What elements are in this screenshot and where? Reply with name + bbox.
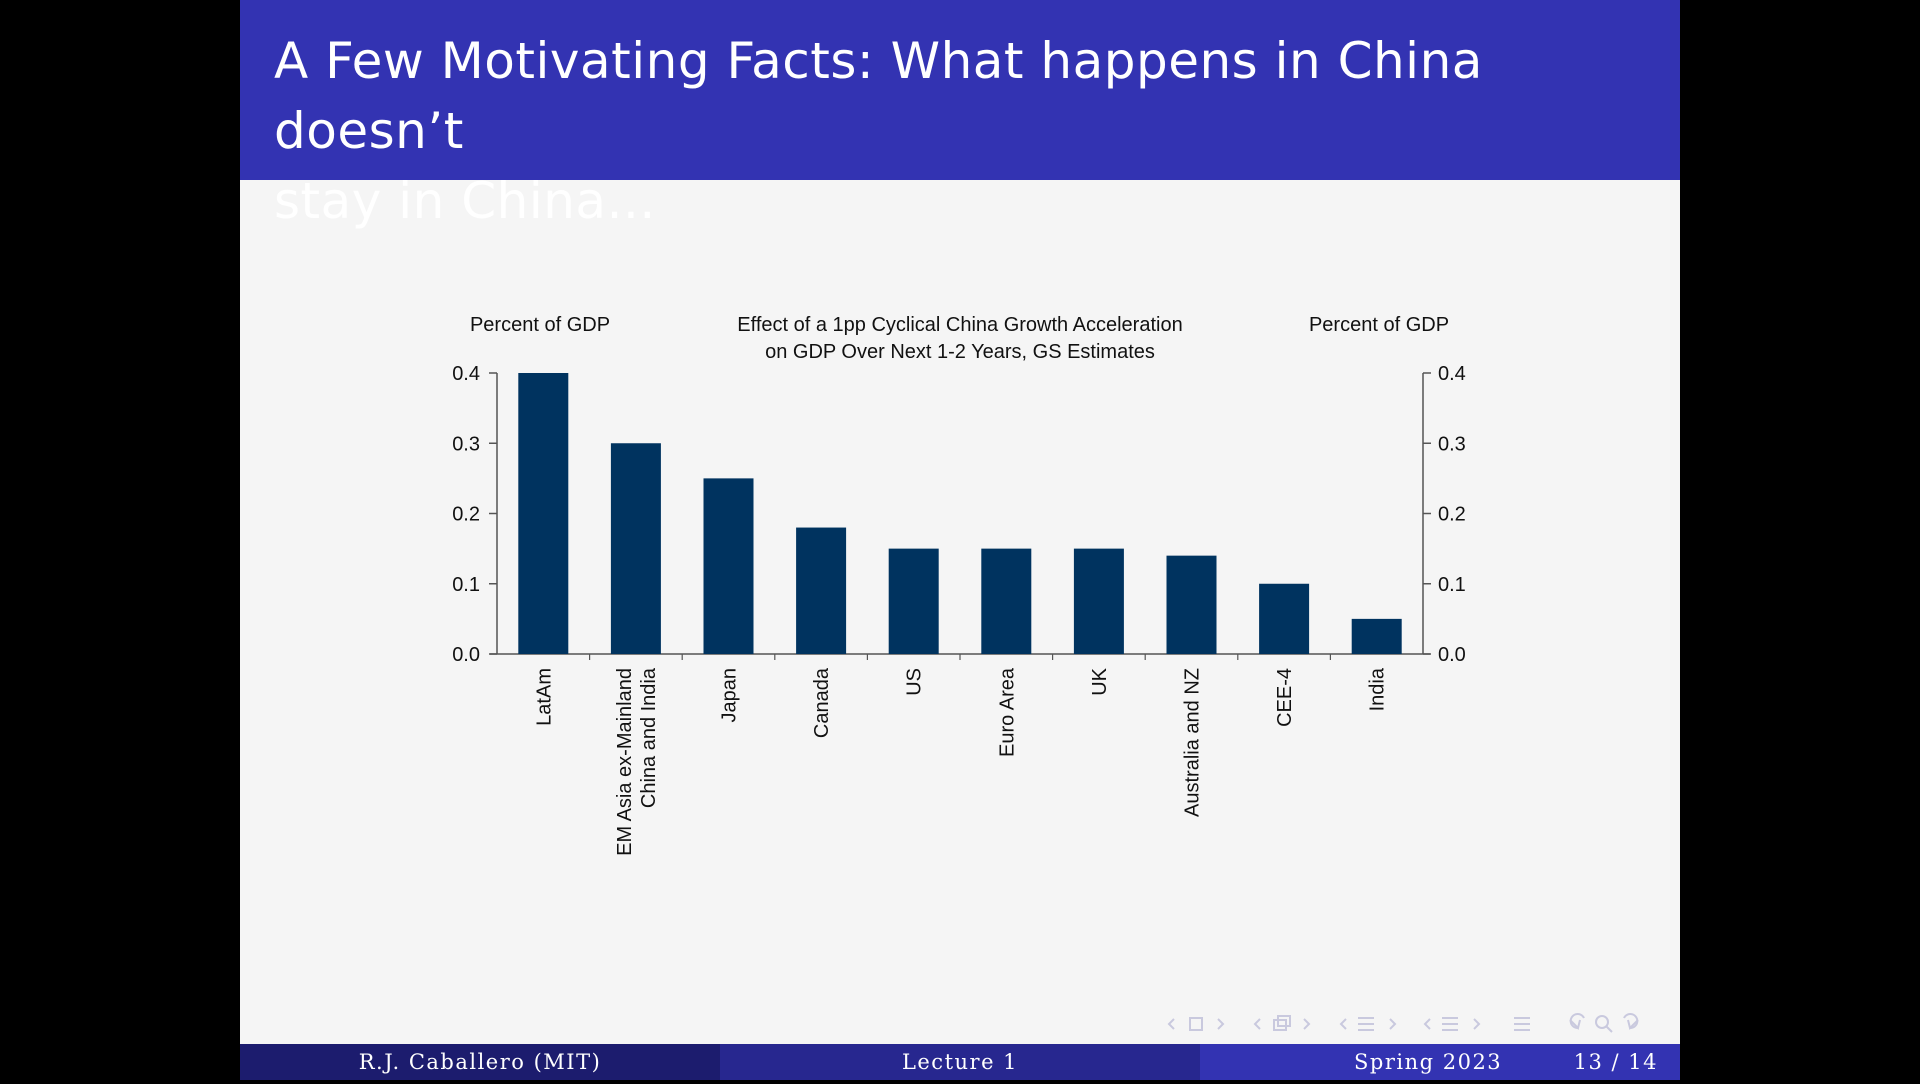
footer-lecture: Lecture 1 (720, 1044, 1200, 1080)
category-label-text: US (904, 668, 926, 696)
y-tick-label-right: 0.4 (1438, 363, 1466, 385)
category-label-text: Japan (719, 668, 741, 723)
bar-6 (981, 548, 1032, 654)
category-label-6: Euro Area (996, 667, 1018, 757)
category-label-text: EM Asia ex-Mainland (614, 668, 636, 856)
slide-footer: R.J. Caballero (MIT) Lecture 1 Spring 20… (240, 1044, 1680, 1080)
nav-subsection-icon[interactable] (1253, 1015, 1311, 1031)
y-tick-label-left: 0.4 (452, 363, 480, 385)
bar-chart: Percent of GDP Percent of GDP Effect of … (452, 314, 1466, 856)
chart-axes: 0.0 0.0 0.1 0.1 0.2 0.2 0.3 0.3 0.4 0.4 (452, 363, 1466, 666)
slide-title-line-1: A Few Motivating Facts: What happens in … (274, 32, 1483, 160)
category-label-text: LatAm (533, 668, 555, 726)
chart-title-line-2: on GDP Over Next 1-2 Years, GS Estimates (765, 341, 1155, 363)
category-label-text: Euro Area (996, 667, 1018, 757)
chart-area: Percent of GDP Percent of GDP Effect of … (240, 0, 1680, 1080)
category-label-7: UK (1089, 667, 1111, 695)
nav-appendix-icon[interactable] (1514, 1017, 1530, 1031)
category-label-4: Canada (811, 667, 833, 738)
bar-5 (888, 548, 939, 654)
y-tick-label-right: 0.2 (1438, 504, 1466, 526)
category-label-text: UK (1089, 667, 1111, 695)
category-label-text: Canada (811, 667, 833, 738)
category-label-text: Australia and NZ (1182, 668, 1204, 817)
y-tick-label-right: 0.0 (1438, 644, 1466, 666)
nav-frame-icon[interactable] (1167, 1017, 1225, 1031)
y-axis-label-left: Percent of GDP (470, 314, 610, 336)
y-tick-label-right: 0.1 (1438, 574, 1466, 596)
bar-2 (610, 443, 661, 654)
y-tick-label-left: 0.2 (452, 504, 480, 526)
y-tick-label-left: 0.0 (452, 644, 480, 666)
bar-3 (703, 478, 754, 654)
bar-8 (1166, 555, 1217, 654)
y-tick-label-left: 0.3 (452, 433, 480, 455)
nav-search-icon[interactable] (1595, 1015, 1613, 1033)
chart-bars (518, 373, 1402, 654)
y-tick-label-left: 0.1 (452, 574, 480, 596)
category-label-3: Japan (719, 668, 741, 723)
nav-document-icon[interactable] (1423, 1017, 1481, 1031)
bar-9 (1259, 583, 1310, 654)
footer-right-panel: Spring 2023 13 / 14 (1200, 1044, 1680, 1080)
chart-title-line-1: Effect of a 1pp Cyclical China Growth Ac… (737, 314, 1182, 336)
footer-page-number: 13 / 14 (1573, 1050, 1658, 1074)
footer-author: R.J. Caballero (MIT) (240, 1044, 720, 1080)
category-label-text: China and India (638, 667, 660, 808)
bar-1 (518, 373, 569, 654)
y-tick-label-right: 0.3 (1438, 433, 1466, 455)
category-label-text: India (1367, 667, 1389, 711)
slide-title: A Few Motivating Facts: What happens in … (274, 26, 1654, 236)
slide-title-bar: A Few Motivating Facts: What happens in … (240, 0, 1680, 230)
category-label-10: India (1367, 667, 1389, 711)
category-label-8: Australia and NZ (1182, 668, 1204, 817)
category-label-2: EM Asia ex-Mainland China and India (614, 667, 660, 856)
category-label-1: LatAm (533, 668, 555, 726)
bar-7 (1073, 548, 1124, 654)
bar-4 (796, 527, 847, 654)
nav-forward-icon[interactable] (1623, 1013, 1639, 1030)
category-label-text: CEE-4 (1274, 668, 1296, 727)
beamer-navigation-bar (1160, 1010, 1660, 1038)
nav-back-icon[interactable] (1569, 1013, 1585, 1030)
chart-category-labels: LatAm EM Asia ex-Mainland China and India J… (533, 667, 1388, 856)
y-axis-label-right: Percent of GDP (1309, 314, 1449, 336)
category-label-5: US (904, 668, 926, 696)
category-label-9: CEE-4 (1274, 668, 1296, 727)
slide-title-line-2: stay in China... (274, 172, 656, 230)
bar-10 (1351, 618, 1402, 654)
footer-date: Spring 2023 (1354, 1050, 1503, 1074)
slide: A Few Motivating Facts: What happens in … (240, 0, 1680, 1080)
nav-section-icon[interactable] (1339, 1017, 1397, 1031)
